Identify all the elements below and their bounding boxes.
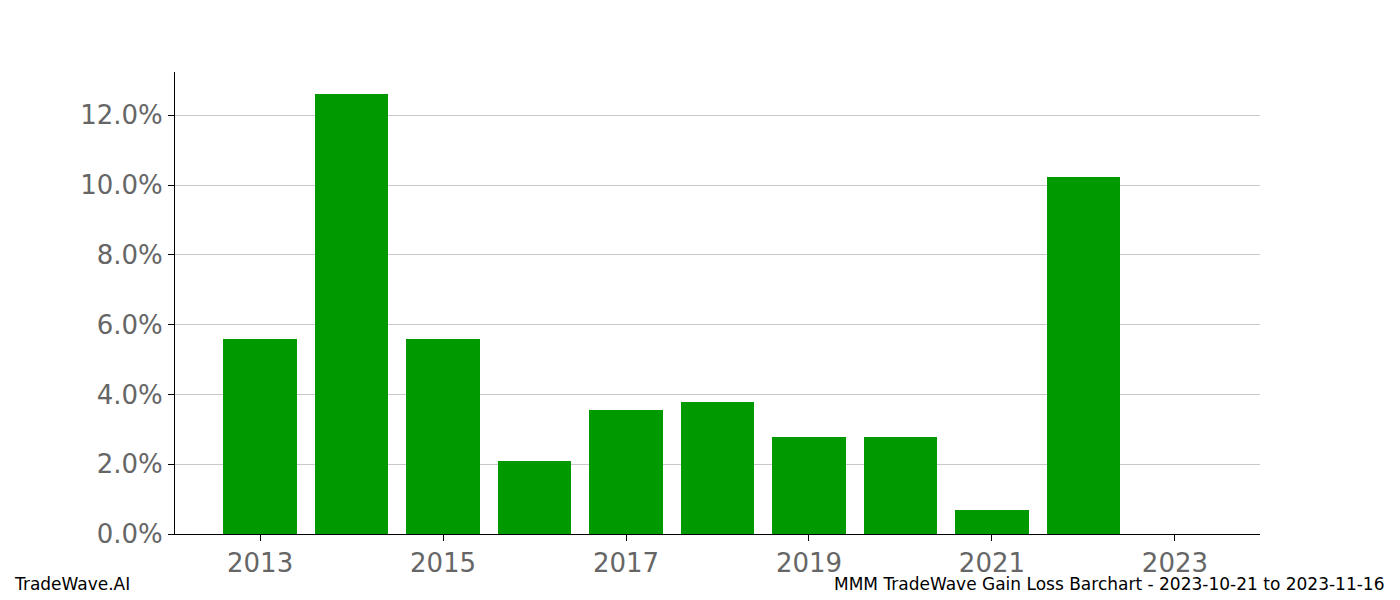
svg-text:2015: 2015 bbox=[410, 548, 476, 578]
svg-text:2017: 2017 bbox=[593, 548, 659, 578]
svg-text:8.0%: 8.0% bbox=[97, 240, 163, 270]
svg-text:12.0%: 12.0% bbox=[80, 100, 163, 130]
svg-text:2.0%: 2.0% bbox=[97, 449, 163, 479]
svg-text:2021: 2021 bbox=[959, 548, 1025, 578]
svg-text:10.0%: 10.0% bbox=[80, 170, 163, 200]
svg-text:4.0%: 4.0% bbox=[97, 380, 163, 410]
svg-text:2023: 2023 bbox=[1142, 548, 1208, 578]
svg-text:6.0%: 6.0% bbox=[97, 310, 163, 340]
svg-text:0.0%: 0.0% bbox=[97, 519, 163, 549]
svg-text:TradeWave.AI: TradeWave.AI bbox=[14, 574, 130, 594]
svg-text:2019: 2019 bbox=[776, 548, 842, 578]
svg-text:MMM TradeWave Gain Loss Barcha: MMM TradeWave Gain Loss Barchart - 2023-… bbox=[834, 574, 1385, 594]
svg-text:2013: 2013 bbox=[227, 548, 293, 578]
